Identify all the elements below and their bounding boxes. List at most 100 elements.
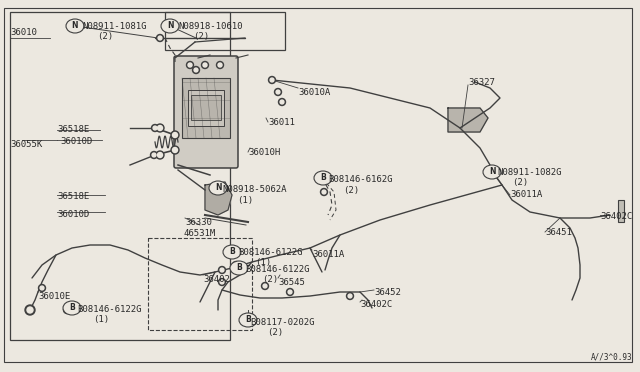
Text: 36011: 36011	[268, 118, 295, 127]
Circle shape	[173, 148, 177, 153]
Circle shape	[216, 61, 223, 68]
Text: 36010D: 36010D	[57, 210, 89, 219]
Text: B: B	[236, 263, 242, 273]
Bar	[10, 12, 230, 340]
Bar	[165, 12, 285, 50]
Circle shape	[230, 248, 237, 256]
Circle shape	[188, 63, 192, 67]
Text: (2): (2)	[512, 178, 528, 187]
Circle shape	[194, 68, 198, 72]
Circle shape	[212, 185, 220, 192]
Circle shape	[152, 125, 159, 131]
Circle shape	[203, 63, 207, 67]
Text: N08918-10610: N08918-10610	[178, 22, 243, 31]
Circle shape	[65, 308, 69, 312]
Ellipse shape	[239, 313, 257, 327]
Bar	[191, 95, 221, 120]
Circle shape	[186, 61, 193, 68]
Text: 36010A: 36010A	[298, 88, 330, 97]
Ellipse shape	[161, 19, 179, 33]
Circle shape	[25, 305, 35, 315]
Circle shape	[157, 35, 163, 42]
Ellipse shape	[314, 171, 332, 185]
Text: N: N	[489, 167, 495, 176]
Circle shape	[150, 151, 157, 158]
Text: 46531M: 46531M	[183, 229, 215, 238]
Ellipse shape	[66, 19, 84, 33]
Text: 36010D: 36010D	[60, 137, 92, 146]
Text: (1): (1)	[93, 315, 109, 324]
Circle shape	[287, 289, 294, 295]
Circle shape	[152, 153, 156, 157]
Circle shape	[173, 132, 177, 138]
Circle shape	[157, 153, 163, 157]
Text: 36402C: 36402C	[360, 300, 392, 309]
Text: 36010E: 36010E	[38, 292, 70, 301]
Text: B08146-6122G: B08146-6122G	[238, 248, 303, 257]
Circle shape	[40, 286, 44, 290]
Bar	[188, 90, 224, 126]
Text: B08146-6122G: B08146-6122G	[77, 305, 141, 314]
Text: A//3^0.93: A//3^0.93	[590, 353, 632, 362]
Text: 36011A: 36011A	[312, 250, 344, 259]
Circle shape	[263, 284, 267, 288]
Text: (1): (1)	[255, 258, 271, 267]
Circle shape	[288, 290, 292, 294]
Text: 36451: 36451	[545, 228, 572, 237]
Polygon shape	[205, 182, 232, 215]
Circle shape	[153, 126, 157, 130]
Circle shape	[158, 36, 162, 40]
Circle shape	[171, 146, 179, 154]
Text: (2): (2)	[343, 186, 359, 195]
Circle shape	[156, 124, 164, 132]
Circle shape	[171, 131, 179, 139]
Circle shape	[202, 61, 209, 68]
Text: B: B	[229, 247, 235, 257]
Circle shape	[218, 279, 225, 285]
Text: N: N	[167, 22, 173, 31]
Bar	[148, 238, 252, 330]
Circle shape	[232, 262, 239, 269]
Circle shape	[63, 307, 70, 314]
Circle shape	[275, 89, 282, 96]
Text: 36327: 36327	[468, 78, 495, 87]
Text: 36011A: 36011A	[510, 190, 542, 199]
Ellipse shape	[63, 301, 81, 315]
Circle shape	[214, 186, 218, 190]
Circle shape	[319, 174, 326, 182]
Text: 36545: 36545	[278, 278, 305, 287]
Circle shape	[262, 282, 269, 289]
Circle shape	[280, 100, 284, 104]
Text: B08146-6162G: B08146-6162G	[328, 175, 392, 184]
Text: 36010: 36010	[10, 28, 37, 37]
FancyBboxPatch shape	[174, 56, 238, 168]
Bar	[618, 200, 624, 222]
Text: 36330: 36330	[185, 218, 212, 227]
Ellipse shape	[230, 261, 248, 275]
Text: (2): (2)	[97, 32, 113, 41]
Circle shape	[246, 318, 250, 322]
Text: N08911-1081G: N08911-1081G	[82, 22, 147, 31]
Circle shape	[320, 176, 324, 180]
Text: 36402: 36402	[203, 275, 230, 284]
Text: B08146-6122G: B08146-6122G	[245, 265, 310, 274]
Text: N: N	[72, 22, 78, 31]
Text: 36010H: 36010H	[248, 148, 280, 157]
Circle shape	[231, 250, 235, 254]
Text: B08117-0202G: B08117-0202G	[250, 318, 314, 327]
Circle shape	[269, 77, 275, 83]
Circle shape	[220, 280, 224, 284]
Circle shape	[218, 63, 222, 67]
Circle shape	[218, 266, 225, 273]
Text: N: N	[215, 183, 221, 192]
Text: 36402C: 36402C	[600, 212, 632, 221]
Ellipse shape	[223, 245, 241, 259]
Circle shape	[322, 190, 326, 194]
Text: 36055K: 36055K	[10, 140, 42, 149]
Text: B: B	[69, 304, 75, 312]
Text: B: B	[320, 173, 326, 183]
Circle shape	[234, 263, 238, 267]
Circle shape	[276, 90, 280, 94]
Text: (2): (2)	[262, 275, 278, 284]
Text: N08918-5062A: N08918-5062A	[222, 185, 287, 194]
